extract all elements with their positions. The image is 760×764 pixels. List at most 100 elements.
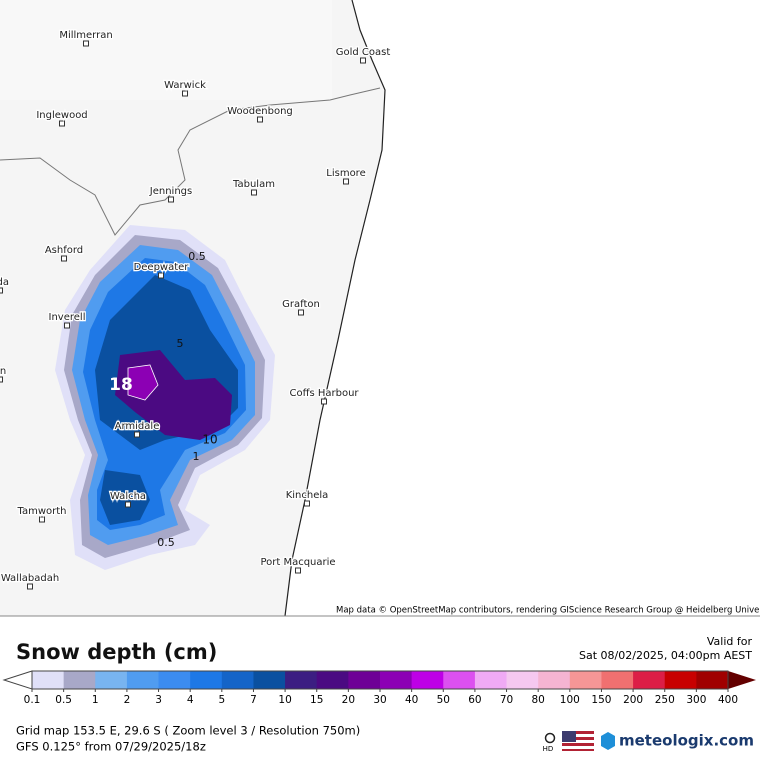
town-marker: [321, 398, 327, 405]
legend-tick-label: 15: [310, 694, 323, 706]
contour-label: 18: [109, 375, 133, 395]
grid-info: Grid map 153.5 E, 29.6 S ( Zoom level 3 …: [16, 724, 360, 738]
town-label: Inverell: [49, 312, 86, 323]
legend-tick-label: 2: [124, 694, 131, 706]
legend-swatch: [380, 671, 413, 689]
legend-arrow-right: [728, 671, 756, 689]
town-marker: [251, 189, 257, 196]
model-info: GFS 0.125° from 07/29/2025/18z: [16, 740, 206, 754]
state-border: [0, 87, 381, 236]
town-marker: [257, 116, 263, 123]
town-label: Jennings: [149, 186, 192, 197]
legend-tick-label: 5: [218, 694, 225, 706]
legend-swatch: [32, 671, 65, 689]
legend-swatch: [633, 671, 666, 689]
legend-swatch: [63, 671, 96, 689]
legend-swatch: [506, 671, 539, 689]
legend-tick-label: 20: [342, 694, 355, 706]
town-label: Deepwater: [134, 262, 190, 273]
town-label: Port Macquarie: [260, 557, 335, 568]
legend-swatch: [696, 671, 729, 689]
land-tile: [0, 0, 332, 100]
legend-tick-label: 4: [187, 694, 194, 706]
legend-tick-label: 250: [655, 694, 675, 706]
contour-label: 0.5: [157, 536, 175, 549]
town-marker: [0, 376, 3, 383]
town-label: Gold Coast: [336, 47, 391, 58]
town-label: Kinchela: [286, 490, 329, 501]
legend-swatch: [285, 671, 318, 689]
contour-label: 0.5: [188, 250, 206, 263]
town-marker: [134, 431, 140, 438]
legend-swatch: [443, 671, 476, 689]
legend-tick-label: 1: [92, 694, 99, 706]
town-marker: [168, 196, 174, 203]
legend-swatch: [348, 671, 381, 689]
legend-tick-label: 70: [500, 694, 513, 706]
town-label: Grafton: [282, 299, 320, 310]
town-marker: [298, 309, 304, 316]
legend-tick-label: 7: [250, 694, 257, 706]
valid-time: Sat 08/02/2025, 04:00pm AEST: [579, 649, 752, 662]
town-marker: [64, 322, 70, 329]
town-marker: [304, 500, 310, 507]
town-label: Armidale: [115, 421, 160, 432]
town-marker: [343, 178, 349, 185]
search-icon[interactable]: [544, 732, 556, 744]
town-label: Tabulam: [232, 179, 275, 190]
legend-tick-label: 100: [560, 694, 580, 706]
contour-label: 5: [177, 337, 184, 350]
legend-tick-label: 40: [405, 694, 418, 706]
town-label: Ashford: [45, 245, 83, 256]
town-label: Coffs Harbour: [289, 388, 359, 399]
coastline: [284, 0, 386, 617]
town-marker: [0, 287, 3, 294]
legend-swatch: [474, 671, 508, 689]
legend-swatch: [601, 671, 634, 689]
legend-swatch: [538, 671, 571, 689]
legend-tick-label: 300: [686, 694, 706, 706]
snow-field: [55, 225, 275, 570]
legend-swatch: [190, 671, 223, 689]
town-label: Tamworth: [17, 506, 67, 517]
legend-tick-label: 3: [155, 694, 162, 706]
town-marker: [158, 272, 164, 279]
legend-swatch: [411, 671, 444, 689]
town-label: Woodenbong: [227, 106, 293, 117]
town-label: Wallabadah: [1, 573, 59, 584]
town-marker: [125, 501, 131, 508]
legend-swatch: [316, 671, 349, 689]
town-label: Inglewood: [36, 110, 87, 121]
legend-tick-label: 0.1: [24, 694, 41, 706]
legend-swatch: [569, 671, 602, 689]
attribution: Map data © OpenStreetMap contributors, r…: [336, 606, 760, 616]
legend-title: Snow depth (cm): [16, 640, 217, 664]
town-marker: [83, 40, 89, 47]
town-marker: [360, 57, 366, 64]
town-label: on: [0, 366, 6, 377]
valid-label: Valid for: [707, 635, 753, 648]
legend-swatch: [95, 671, 128, 689]
town-marker: [182, 90, 188, 97]
town-label: Warwick: [164, 80, 206, 91]
legend-tick-label: 10: [278, 694, 291, 706]
legend-tick-label: 200: [623, 694, 643, 706]
legend-tick-label: 150: [591, 694, 611, 706]
contour-label: 1: [193, 450, 200, 463]
town-marker: [39, 516, 45, 523]
hd-label[interactable]: HD: [543, 745, 554, 753]
legend-swatch: [253, 671, 286, 689]
town-marker: [61, 255, 67, 262]
town-label: ilda: [0, 277, 9, 288]
legend-tick-label: 30: [373, 694, 386, 706]
town-marker: [59, 120, 65, 127]
flag[interactable]: [562, 731, 594, 751]
legend-swatch: [664, 671, 697, 689]
legend-tick-label: 80: [531, 694, 544, 706]
contour-label: 10: [202, 433, 217, 447]
brand-logo: [601, 732, 615, 750]
legend-tick-label: 60: [468, 694, 481, 706]
brand[interactable]: meteologix.com: [619, 732, 754, 750]
legend-tick-label: 400: [718, 694, 738, 706]
town-label: Lismore: [326, 168, 365, 179]
